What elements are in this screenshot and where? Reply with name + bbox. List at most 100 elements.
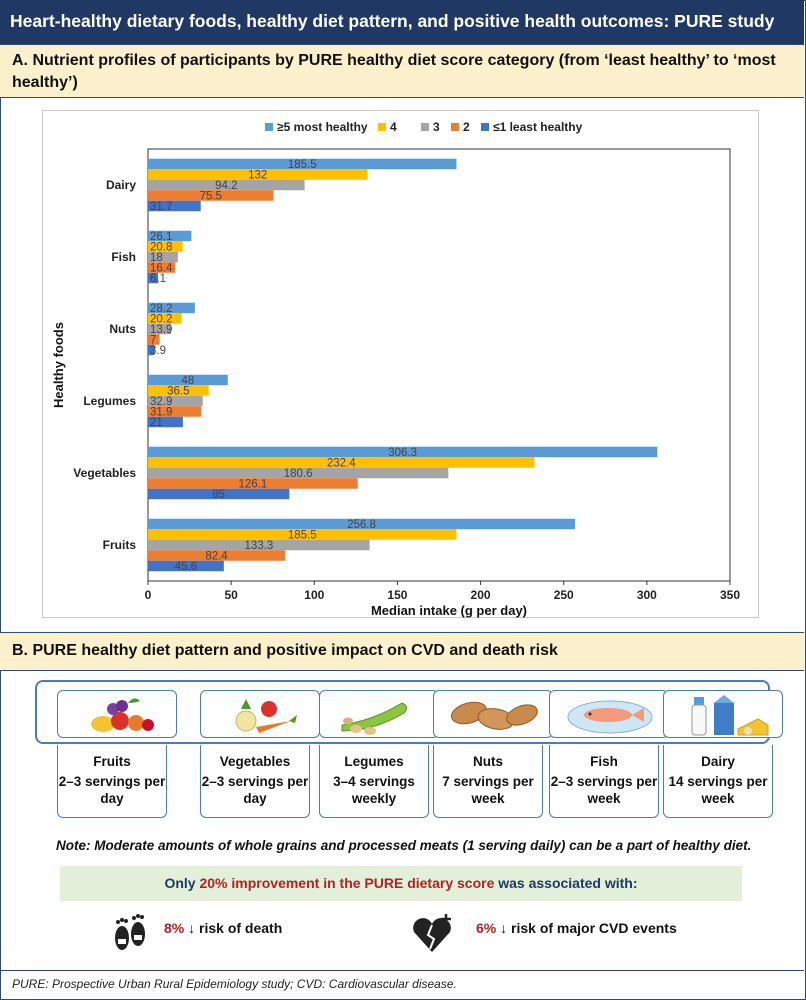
- footer-note: PURE: Prospective Urban Rural Epidemiolo…: [0, 970, 804, 998]
- fruits-icon: [91, 698, 154, 732]
- section-b-heading: B. PURE healthy diet pattern and positiv…: [0, 632, 804, 671]
- nuts-icon-cell: [433, 690, 553, 738]
- bar-value-label: 3.9: [150, 345, 166, 357]
- bar-value-label: 185.5: [288, 159, 317, 171]
- bar-value-label: 133.3: [244, 540, 273, 552]
- bar-value-label: 75.5: [200, 190, 222, 202]
- bar-nuts-series-3: [148, 334, 160, 345]
- food-card-name: Vegetables: [219, 754, 291, 769]
- bar-value-label: 256.8: [347, 519, 376, 531]
- bar-chart: 0 50 100 150 200 250 300 350 Median intake (g pe…: [42, 110, 759, 618]
- legend-label: ≥5 most healthy: [277, 120, 368, 134]
- bar-value-label: 13.9: [150, 324, 172, 336]
- legend-label: 4: [390, 120, 397, 134]
- dairy-icon-cell: [663, 690, 783, 738]
- legend-label: 3: [433, 120, 440, 134]
- bar-value-label: 18: [150, 252, 163, 264]
- bar-value-label: 36.5: [167, 385, 189, 397]
- category-label: Legumes: [83, 394, 136, 408]
- bar-nuts-series-4: [148, 344, 155, 356]
- x-tick-label: 0: [145, 588, 152, 602]
- bar-fruits-series-4: [148, 560, 224, 572]
- bar-nuts-series-0: [148, 302, 195, 314]
- x-tick-label: 50: [224, 588, 238, 602]
- bar-fish-series-2: [148, 251, 178, 263]
- bar-value-label: 20.2: [150, 313, 172, 325]
- food-card-fruits: Fruits 2–3 servings per day: [57, 745, 167, 818]
- nuts-icon: [450, 701, 538, 730]
- legend-swatch: [451, 123, 459, 131]
- food-card-vegetables: Vegetables 2–3 servings per day: [200, 745, 310, 818]
- fish-icon: [567, 700, 653, 734]
- food-card-name: Fruits: [93, 754, 131, 769]
- bar-fish-series-3: [148, 262, 176, 273]
- y-axis-title: Healthy foods: [51, 322, 66, 408]
- food-card-dairy: Dairy 14 servings per week: [663, 745, 773, 818]
- bar-value-label: 45.6: [175, 561, 197, 573]
- x-tick-label: 200: [471, 588, 491, 602]
- bar-dairy-series-1: [148, 169, 368, 180]
- food-card-servings: 7 servings per week: [442, 774, 534, 806]
- x-axis-title: Median intake (g per day): [371, 603, 527, 618]
- bar-fish-series-1: [148, 241, 183, 252]
- bar-dairy-series-4: [148, 200, 201, 212]
- bar-legumes-series-1: [148, 385, 209, 396]
- bar-value-label: 306.3: [388, 447, 417, 459]
- food-card-nuts: Nuts 7 servings per week: [433, 745, 543, 818]
- bar-legumes-series-4: [148, 416, 183, 428]
- dairy-icon: [691, 695, 769, 736]
- bar-dairy-series-0: [148, 158, 457, 170]
- bar-legumes-series-2: [148, 395, 203, 407]
- bar-fish-series-0: [148, 230, 192, 242]
- legumes-icon-cell: [319, 690, 439, 738]
- bar-value-label: 85: [212, 489, 225, 501]
- bar-value-label: 31.7: [150, 201, 172, 213]
- legend-swatch: [481, 123, 489, 131]
- food-card-servings: 14 servings per week: [668, 774, 768, 806]
- outcome-death: 8% ↓ risk of death: [164, 920, 282, 936]
- category-label: Fish: [111, 250, 136, 264]
- bar-dairy-series-2: [148, 179, 305, 191]
- bar-value-label: 20.8: [150, 241, 172, 253]
- chart-svg: 0 50 100 150 200 250 300 350 Median intake (g pe…: [51, 120, 740, 618]
- bar-vegetables-series-0: [148, 446, 658, 458]
- page-title: Heart-healthy dietary foods, healthy die…: [0, 0, 804, 44]
- food-card-servings: 2–3 servings per week: [550, 774, 658, 806]
- x-tick-label: 150: [387, 588, 407, 602]
- bar-nuts-series-2: [148, 323, 172, 335]
- bar-vegetables-series-2: [148, 467, 449, 479]
- bar-value-label: 26.1: [150, 231, 172, 243]
- outcome-cvd-text: ↓ risk of major CVD events: [496, 920, 677, 936]
- bar-fish-series-4: [148, 272, 159, 284]
- food-icon-strip: [35, 680, 783, 744]
- bar-value-label: 32.9: [150, 396, 172, 408]
- bar-value-label: 126.1: [238, 478, 267, 490]
- legend-swatch: [265, 123, 273, 131]
- food-card-name: Nuts: [473, 754, 503, 769]
- bar-value-label: 31.9: [150, 406, 172, 418]
- bar-legumes-series-3: [148, 406, 202, 417]
- food-card-fish: Fish 2–3 servings per week: [549, 745, 659, 818]
- legend-label: 2: [463, 120, 470, 134]
- category-label: Dairy: [106, 178, 136, 192]
- legend-swatch: [378, 123, 386, 131]
- fish-icon-cell: [549, 690, 669, 738]
- category-label: Nuts: [109, 322, 136, 336]
- x-tick-label: 100: [304, 588, 324, 602]
- fruits-icon-cell: [57, 690, 177, 738]
- bar-dairy-series-3: [148, 190, 274, 201]
- legend-swatch: [421, 123, 429, 131]
- food-card-name: Fish: [590, 754, 618, 769]
- bar-vegetables-series-1: [148, 457, 535, 468]
- food-card-legumes: Legumes 3–4 servings weekly: [319, 745, 429, 818]
- bar-nuts-series-1: [148, 313, 182, 324]
- bar-value-label: 232.4: [327, 457, 356, 469]
- section-a-heading: A. Nutrient profiles of participants by …: [0, 44, 804, 98]
- legumes-icon: [341, 702, 408, 735]
- footprints-icon: [115, 914, 145, 950]
- bar-value-label: 6.1: [150, 273, 166, 285]
- banner-text-1: Only: [164, 875, 200, 891]
- food-card-servings: 2–3 servings per day: [201, 774, 309, 806]
- bar-value-label: 82.4: [205, 550, 228, 562]
- food-card-servings: 3–4 servings weekly: [333, 774, 415, 806]
